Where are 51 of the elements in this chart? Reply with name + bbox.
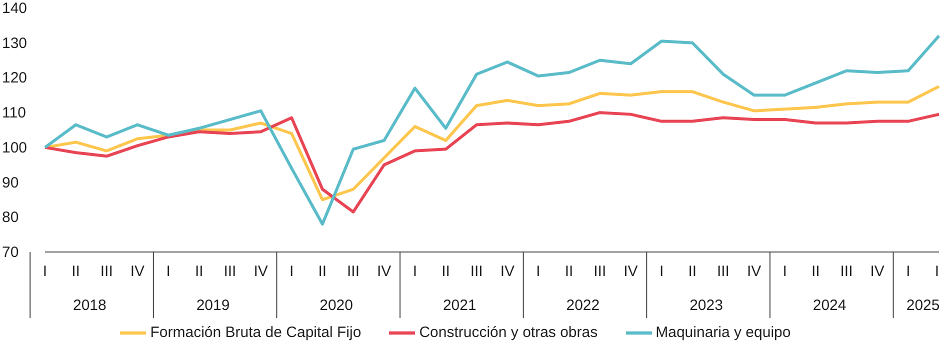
x-tick-label: II [442,263,450,280]
x-tick-label: I [659,263,664,280]
x-tick-label: III [224,263,236,280]
x-tick-label: IV [377,263,392,280]
y-tick-label: 120 [2,70,28,87]
legend-label: Construcción y otras obras [419,324,598,341]
x-tick-label: IV [870,263,884,280]
x-tick-label: I [42,263,48,280]
y-tick-label: 80 [2,209,19,226]
x-tick-label: II [934,263,940,280]
x-tick-label: IV [746,263,762,280]
x-tick-label: IV [624,263,638,280]
x-tick-label: II [318,263,327,280]
x-tick-label: II [564,263,574,280]
x-tick-label: II [72,263,80,280]
legend-label: Maquinaria y equipo [656,324,791,341]
x-tick-label: I [536,263,540,280]
y-tick-label: 130 [2,34,28,52]
x-tick-label: I [290,263,294,280]
x-tick-label: IV [500,263,515,280]
y-tick-label: 140 [2,0,28,17]
text: 2018 [73,297,106,314]
y-tick-label: 110 [2,104,26,122]
x-tick-label: III [716,263,730,280]
text: 2025 [906,297,940,314]
x-tick-label: I [166,263,170,280]
text: 2023 [690,297,723,314]
x-tick-label: I [782,263,787,280]
text: 2020 [320,297,354,314]
y-tick-label: 100 [2,139,28,156]
x-tick-label: III [347,263,360,280]
line-series [44,34,940,226]
x-tick-label: II [688,263,697,280]
x-tick-label: IV [130,263,145,280]
x-tick-label: III [470,263,483,280]
x-tick-label: III [840,263,853,280]
legend-label: Formación Bruta de Capital Fijo [150,324,362,341]
text: 2021 [442,297,476,314]
x-tick-label: III [594,263,606,280]
x-tick-label: I [412,263,418,280]
text: 2019 [196,297,230,314]
x-tick-label: II [194,263,204,280]
x-tick-label: III [100,263,113,280]
x-tick-label: II [812,263,820,280]
line-series [44,111,940,214]
y-tick-label: 70 [2,244,19,261]
x-tick-label: I [906,263,910,280]
y-tick-label: 90 [2,174,19,192]
x-tick-label: IV [254,263,268,280]
text: 2022 [566,297,600,314]
text: 2024 [812,297,846,314]
